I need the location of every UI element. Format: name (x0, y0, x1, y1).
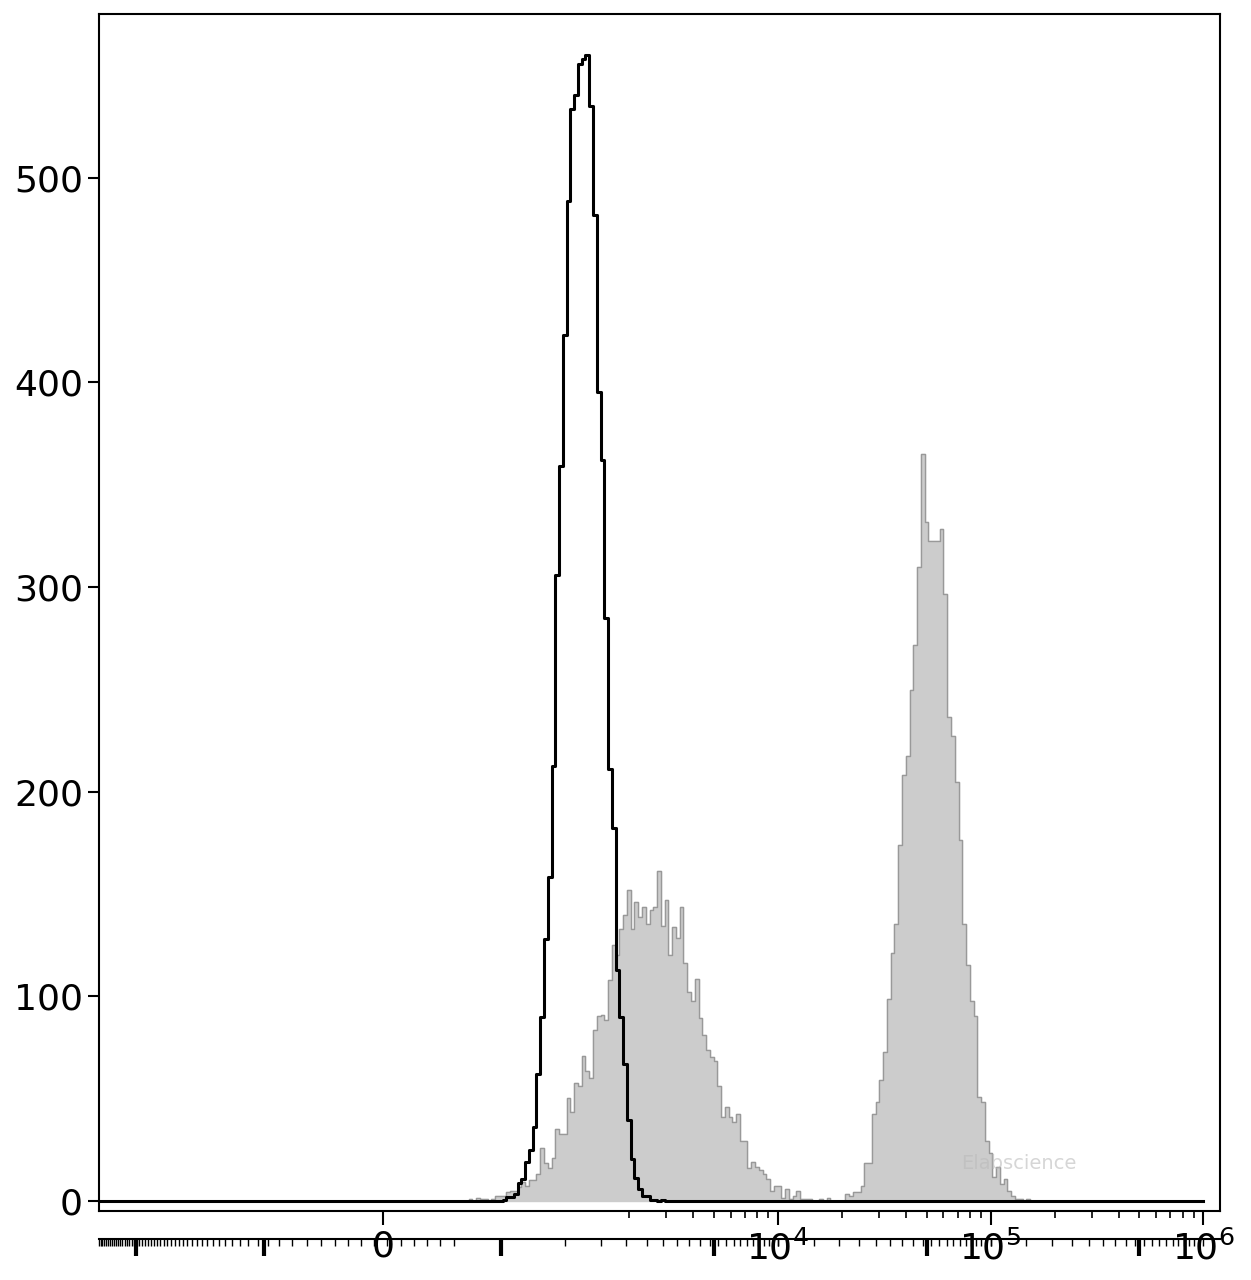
Polygon shape (99, 454, 1203, 1201)
Text: Elabscience: Elabscience (961, 1153, 1076, 1172)
